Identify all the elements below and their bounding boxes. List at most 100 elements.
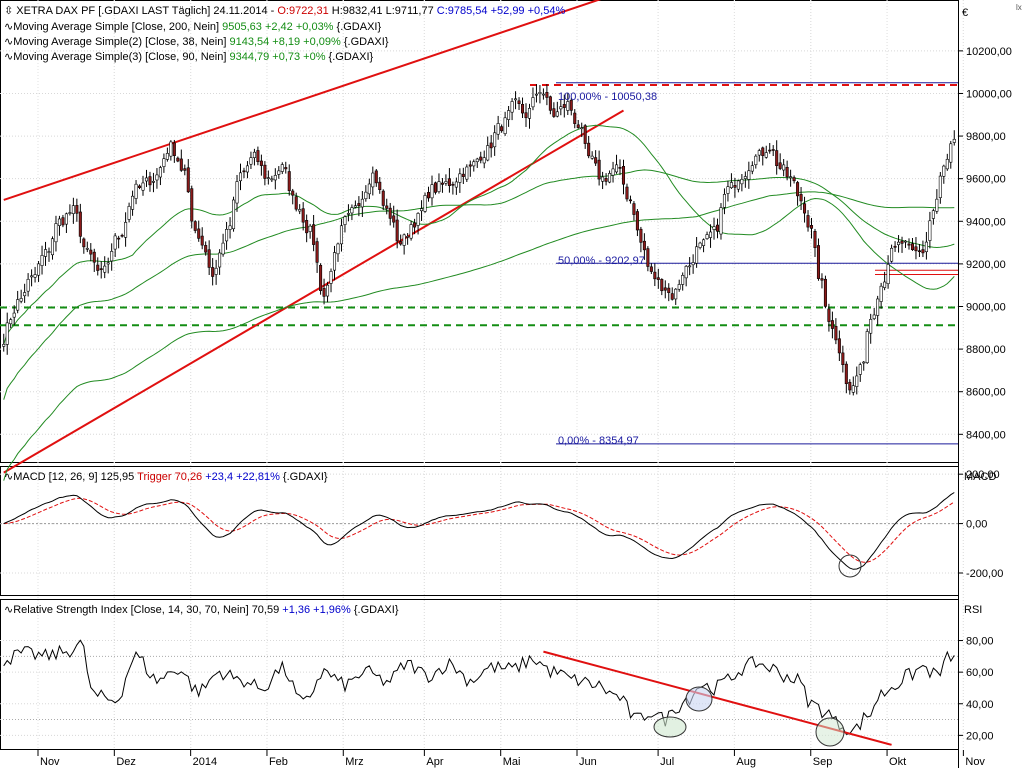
candle-body (761, 147, 765, 156)
candle-body (771, 149, 775, 151)
candle-body (594, 157, 598, 164)
candle-body (789, 176, 793, 178)
candle-body (138, 185, 142, 188)
candle-body (228, 225, 232, 230)
candle-body (451, 183, 455, 186)
candle-body (148, 176, 152, 186)
candle-body (426, 192, 431, 199)
candle-body (855, 375, 859, 387)
candle-body (844, 363, 848, 385)
candle-body (764, 152, 768, 158)
candle-body (204, 245, 208, 253)
candle-body (54, 223, 58, 243)
candle-body (681, 275, 685, 285)
candle-body (326, 284, 330, 297)
macd-crossover-circle (838, 554, 862, 578)
candle-body (796, 182, 800, 197)
y-axis-tick-label: 200,00 (966, 469, 1000, 481)
candle-body (754, 155, 758, 166)
ma38-value: 9143,54 +8,19 +0,09% (229, 36, 341, 48)
candle-body (176, 157, 180, 162)
candle-body (50, 238, 55, 256)
candle-body (134, 183, 138, 199)
candle-body (813, 230, 817, 248)
candle-body (225, 229, 229, 242)
candle-body (82, 238, 86, 248)
candle-body (346, 213, 350, 215)
y-axis-tick-label: 20,00 (966, 730, 994, 742)
macd-lines (0, 492, 958, 578)
candle-body (618, 167, 622, 169)
candle-body (409, 224, 413, 239)
candle-body (245, 165, 249, 173)
y-axis-tick-label: 10200,00 (966, 46, 1012, 58)
candle-body (907, 243, 911, 246)
candle-body (820, 278, 824, 281)
candle-body (447, 178, 451, 186)
candle-body (656, 277, 660, 280)
candle-body (367, 183, 371, 195)
macd-line (3, 492, 955, 570)
candle-body (830, 320, 834, 329)
candle-body (385, 205, 389, 209)
candle-body (197, 228, 201, 239)
ma90-value: 9344,79 +0,73 +0% (229, 51, 325, 63)
candle-body (632, 203, 636, 215)
candle-body (127, 206, 131, 220)
rsi-lines (0, 639, 958, 747)
candle-body (841, 352, 845, 365)
candle-body (740, 179, 744, 185)
candle-body (562, 104, 566, 108)
candle-body (437, 181, 441, 192)
candle-body (131, 195, 135, 210)
candle-body (339, 225, 343, 245)
candle-body (433, 182, 437, 193)
candle-body (552, 108, 556, 117)
candle-body (580, 127, 584, 130)
candle-body (785, 166, 789, 178)
candle-body (322, 288, 326, 297)
x-axis-tick-label: Dez (116, 756, 136, 768)
line-series-icon: ∿ (4, 21, 13, 33)
candle-body (468, 164, 472, 167)
candle-body (319, 264, 323, 291)
candle-body (886, 264, 890, 285)
candle-body (883, 281, 887, 288)
candle-body (416, 213, 420, 226)
candle-body (221, 242, 225, 255)
candle-body (527, 108, 532, 119)
candlesticks (2, 84, 956, 396)
candle-body (726, 186, 730, 194)
candle-body (827, 308, 831, 322)
x-axis-tick-label: Feb (269, 756, 288, 768)
candle-body (110, 251, 114, 262)
candle-body (461, 173, 465, 177)
moving-averages (3, 124, 955, 481)
candle-body (938, 175, 942, 198)
ma200-legend: ∿Moving Average Simple [Close, 200, Nein… (4, 21, 381, 33)
candle-body (809, 225, 814, 229)
candle-body (900, 240, 904, 244)
x-axis-tick-label: Jun (579, 756, 597, 768)
candle-body (374, 170, 378, 184)
candle-body (702, 239, 706, 246)
scroll-indicator-icon[interactable]: lx (1016, 3, 1022, 12)
x-axis-tick-label: Aug (736, 756, 756, 768)
rsi-panel-frame (0, 599, 959, 750)
candle-body (823, 278, 827, 307)
candle-body (729, 182, 733, 189)
candle-body (252, 151, 256, 158)
candle-body (583, 125, 587, 144)
candle-body (521, 103, 525, 114)
candle-body (207, 249, 211, 268)
candle-body (30, 275, 34, 278)
y-axis-tick-label: 8800,00 (966, 344, 1006, 356)
candle-body (621, 166, 626, 185)
candle-body (183, 168, 187, 171)
ma90-legend: ∿Moving Average Simple(3) [Close, 90, Ne… (4, 51, 374, 63)
candle-body (315, 241, 319, 263)
candle-body (9, 319, 13, 325)
close-value: C:9785,54 +52,99 +0,54% (437, 5, 566, 17)
candle-body (489, 142, 493, 149)
candle-body (548, 96, 552, 111)
